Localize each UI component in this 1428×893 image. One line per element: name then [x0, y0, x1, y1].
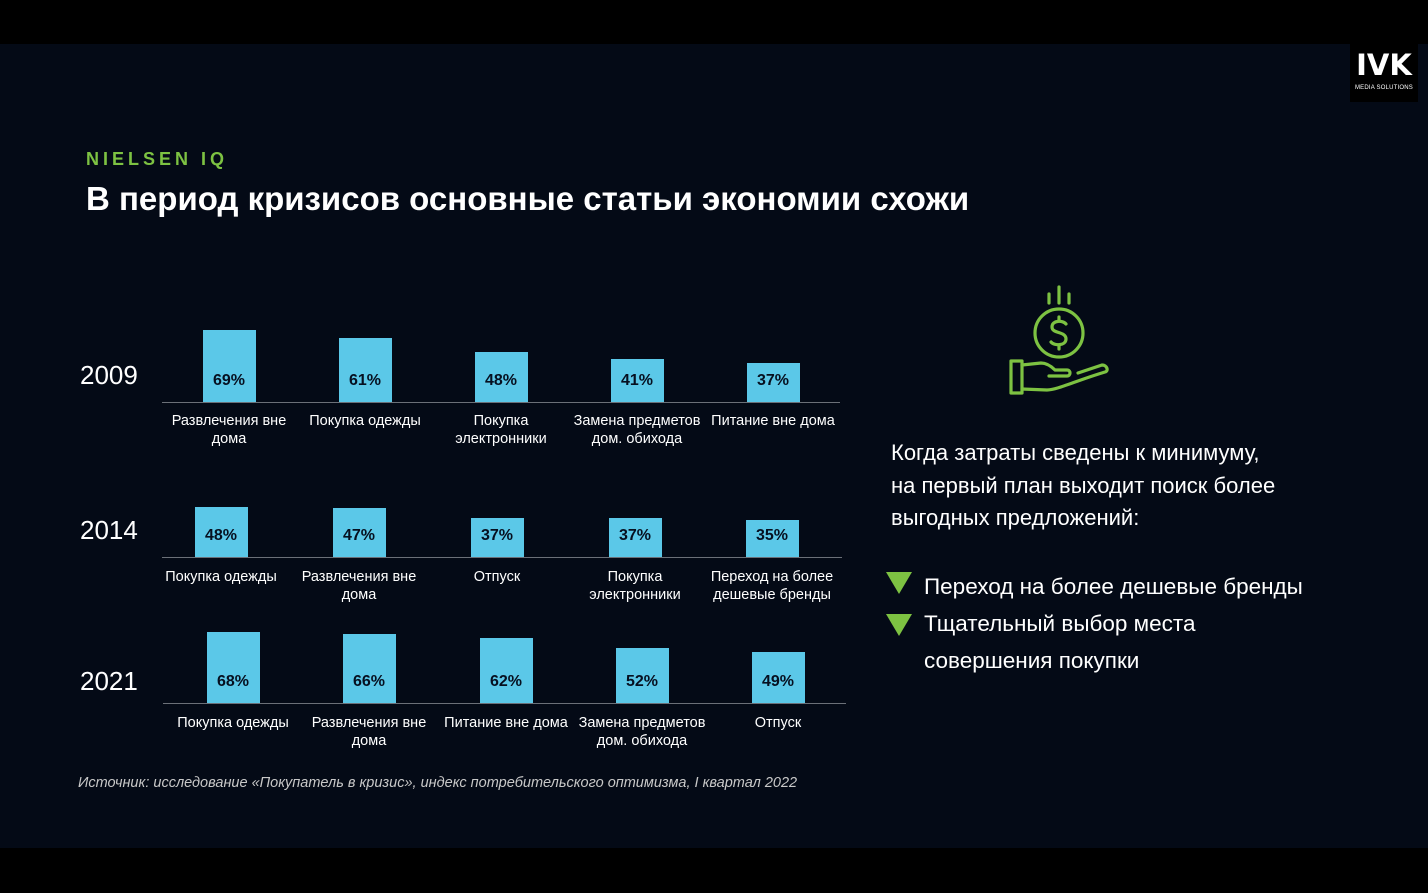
- bar-value-label: 37%: [480, 527, 514, 544]
- category-label: Питание вне дома: [436, 714, 576, 732]
- category-label-line: Покупка: [607, 569, 663, 585]
- category-label: Переход на более дешевые бренды: [702, 568, 842, 604]
- category-label-line: Отпуск: [473, 569, 521, 585]
- chart-baseline: [162, 402, 840, 403]
- bar-value-label: 41%: [620, 372, 654, 389]
- bar-2009-4: [610, 359, 664, 402]
- bar-value-label: 37%: [756, 372, 790, 389]
- bar-value-label: 69%: [212, 372, 246, 389]
- year-label: 2009: [80, 360, 138, 390]
- bar-value-label: 62%: [489, 673, 523, 690]
- bar-value-label: 48%: [204, 527, 238, 544]
- category-label: Развлечения вне дома: [299, 714, 439, 750]
- bar-2021-5: [751, 652, 805, 703]
- bar-value-label: 52%: [625, 673, 659, 690]
- category-label-line: Покупка одежды: [165, 569, 277, 585]
- category-label-line: Замена предметов: [573, 413, 701, 429]
- category-label-line: Переход на более: [710, 569, 834, 585]
- category-label-line: Покупка: [473, 413, 529, 429]
- chart-baseline: [163, 703, 846, 704]
- bar-value-label: 35%: [755, 527, 789, 544]
- lead-line: Когда затраты сведены к минимуму,: [891, 440, 1260, 465]
- category-label: Покупка одежды: [163, 714, 303, 732]
- bar-value-label: 68%: [216, 673, 250, 690]
- category-label-line: Развлечения вне: [311, 715, 427, 731]
- category-label-line: Покупка одежды: [177, 715, 289, 731]
- bar-2009-3: [474, 352, 528, 402]
- category-label-line: Питание вне дома: [711, 413, 835, 429]
- bar-2021-4: [615, 648, 669, 703]
- category-label: Отпуск: [708, 714, 848, 732]
- bullet-item: Переход на более дешевые бренды: [924, 574, 1303, 599]
- category-label-line: Развлечения вне: [171, 413, 287, 429]
- category-label: Развлечения вне дома: [289, 568, 429, 604]
- chart-baseline: [162, 557, 842, 558]
- year-label: 2014: [80, 515, 138, 545]
- category-label: Развлечения вне дома: [159, 412, 299, 448]
- bar-2014-3: [470, 518, 524, 557]
- category-label-line: дома: [211, 431, 247, 447]
- lead-line: на первый план выходит поиск более: [891, 472, 1276, 498]
- bar-2021-1: [206, 632, 260, 703]
- lead-line: выгодных предложений:: [891, 505, 1140, 530]
- category-label-line: дома: [341, 587, 377, 603]
- money-hand-icon: [1009, 285, 1109, 395]
- slide: [0, 44, 1428, 848]
- bar-2021-3: [479, 638, 533, 703]
- bar-2009-2: [338, 338, 392, 402]
- triangle-bullet-icon: [886, 572, 912, 594]
- category-label: Замена предметов дом. обихода: [572, 714, 712, 750]
- bullet-item-continuation: совершения покупки: [924, 648, 1140, 673]
- bar-value-label: 66%: [352, 673, 386, 690]
- brand-logo: IVK MEDIA SOLUTIONS: [1350, 44, 1418, 102]
- triangle-bullet-icon: [886, 614, 912, 636]
- source-note: Источник: исследование «Покупатель в кри…: [78, 775, 798, 791]
- bar-2021-2: [342, 634, 396, 703]
- logo-mark: IVK: [1356, 48, 1412, 82]
- bullet-item: Тщательный выбор места: [924, 611, 1196, 636]
- category-label: Замена предметов дом. обихода: [567, 412, 707, 448]
- lead-text: Когда затраты сведены к минимуму, на пер…: [891, 437, 1371, 535]
- category-label-line: дом. обихода: [596, 733, 688, 749]
- category-label: Покупка электронники: [565, 568, 705, 604]
- bar-2014-1: [194, 507, 248, 557]
- category-label-line: дом. обихода: [591, 431, 683, 447]
- slide-title: В период кризисов основные статьи эконом…: [86, 180, 970, 217]
- category-label: Покупка электронники: [431, 412, 571, 448]
- category-label-line: электронники: [589, 587, 681, 603]
- bar-value-label: 37%: [618, 527, 652, 544]
- category-label-line: Замена предметов: [578, 715, 706, 731]
- bar-2009-1: [202, 330, 256, 402]
- category-label-line: электронники: [455, 431, 547, 447]
- bar-2014-5: [745, 520, 799, 557]
- category-label: Покупка одежды: [151, 568, 291, 586]
- bar-2009-5: [746, 363, 800, 402]
- bar-2014-2: [332, 508, 386, 557]
- bar-value-label: 61%: [348, 372, 382, 389]
- category-label: Отпуск: [427, 568, 567, 586]
- category-label-line: дешевые бренды: [713, 587, 831, 603]
- category-label-line: Развлечения вне: [301, 569, 417, 585]
- kicker-label: NIELSEN IQ: [86, 149, 229, 169]
- year-label: 2021: [80, 666, 138, 696]
- bar-value-label: 47%: [342, 527, 376, 544]
- bar-value-label: 49%: [761, 673, 795, 690]
- category-label: Покупка одежды: [295, 412, 435, 430]
- category-label-line: дома: [351, 733, 387, 749]
- category-label-line: Отпуск: [754, 715, 802, 731]
- bar-value-label: 48%: [484, 372, 518, 389]
- logo-subtext: MEDIA SOLUTIONS: [1354, 85, 1413, 91]
- category-label-line: Покупка одежды: [309, 413, 421, 429]
- category-label: Питание вне дома: [703, 412, 843, 430]
- category-label-line: Питание вне дома: [444, 715, 568, 731]
- bar-2014-4: [608, 518, 662, 557]
